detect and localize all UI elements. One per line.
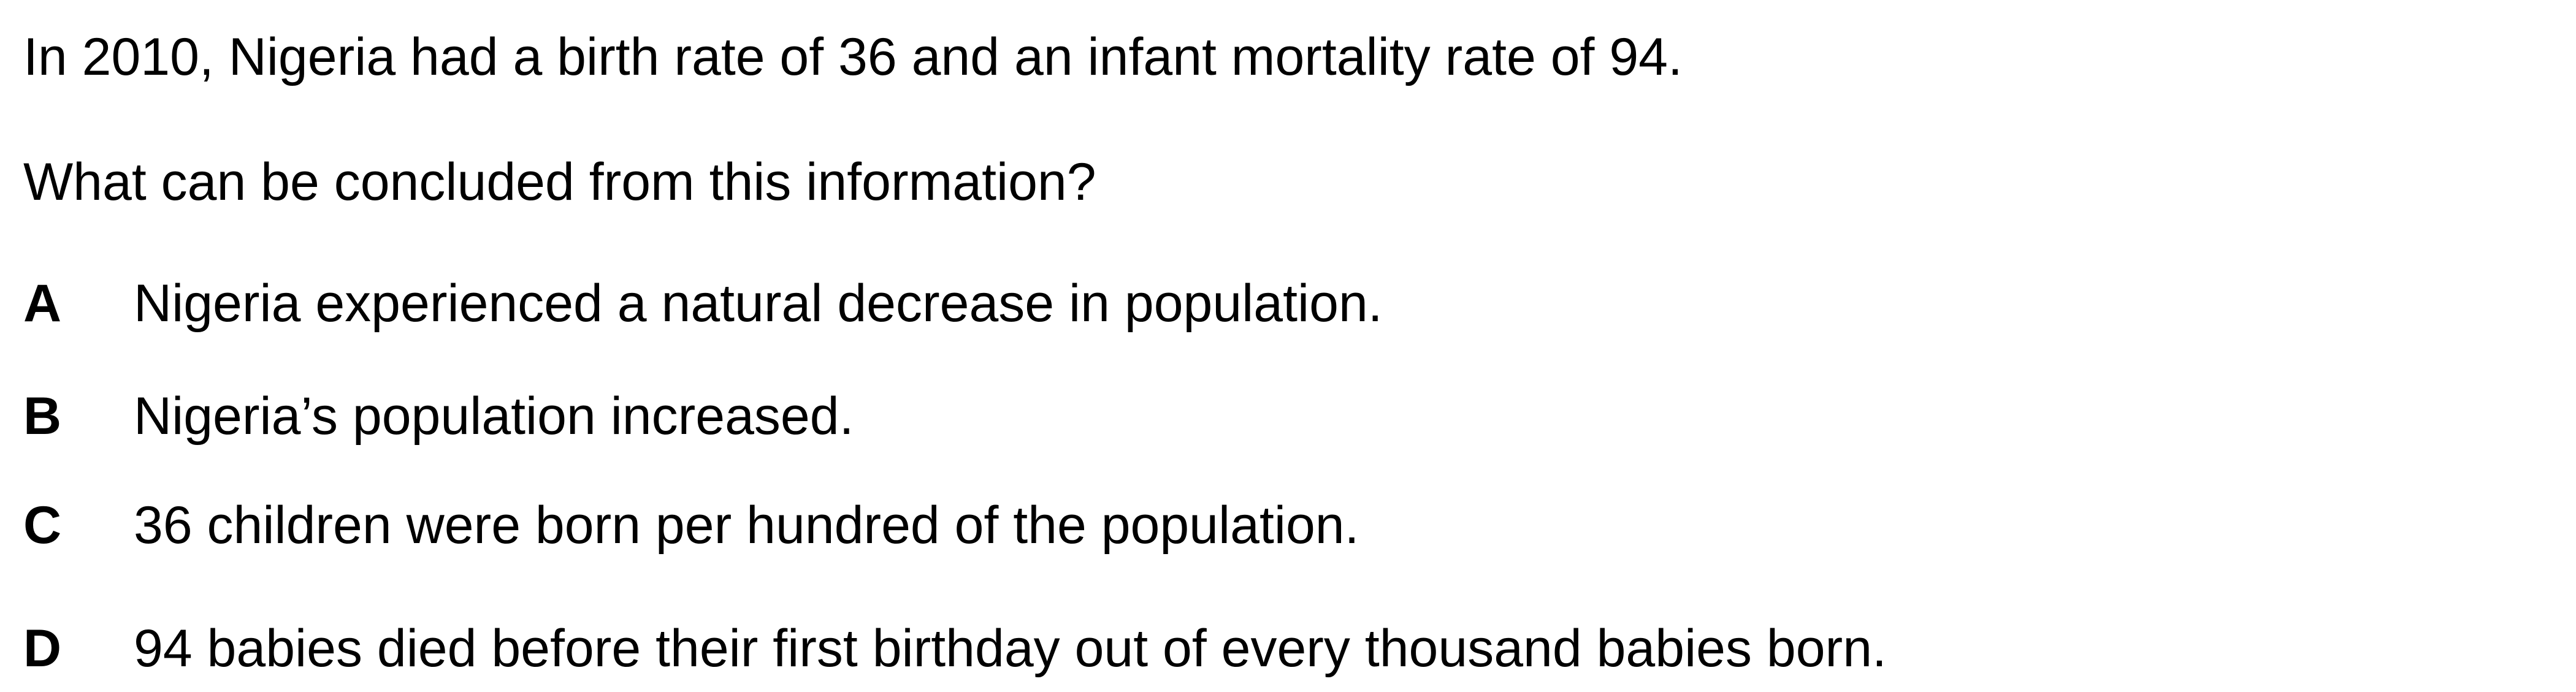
option-c: C 36 children were born per hundred of t… (23, 499, 1359, 552)
option-text: 94 babies died before their first birthd… (134, 619, 1887, 678)
option-d: D 94 babies died before their first birt… (23, 622, 1887, 675)
option-b: B Nigeria’s population increased. (23, 390, 854, 443)
option-text: Nigeria’s population increased. (134, 387, 854, 446)
option-a: A Nigeria experienced a natural decrease… (23, 277, 1383, 330)
option-letter: A (23, 274, 62, 333)
option-letter: C (23, 496, 62, 555)
option-letter: B (23, 387, 62, 446)
question-stem-context: In 2010, Nigeria had a birth rate of 36 … (23, 28, 1683, 86)
option-text: 36 children were born per hundred of the… (134, 496, 1359, 555)
option-letter: D (23, 619, 62, 678)
question-stem-prompt: What can be concluded from this informat… (23, 153, 1096, 211)
option-text: Nigeria experienced a natural decrease i… (134, 274, 1383, 333)
